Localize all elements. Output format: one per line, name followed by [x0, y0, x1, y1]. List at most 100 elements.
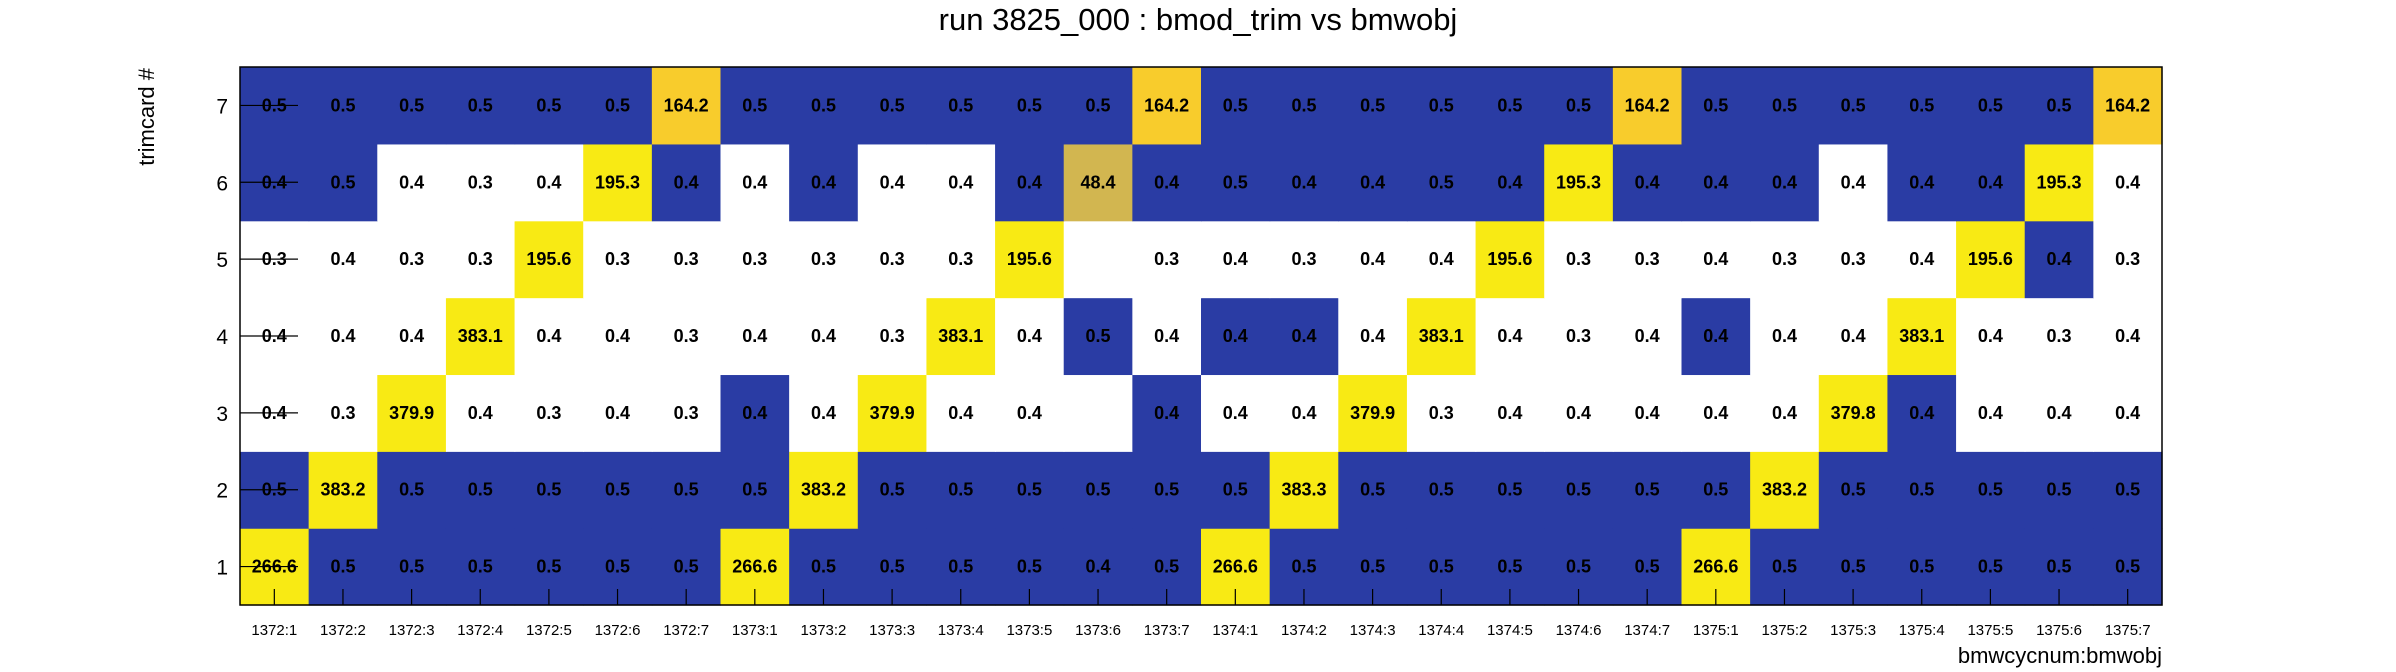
- cell-value-label: 0.4: [1291, 403, 1316, 423]
- heatmap-cell: [1475, 220, 1545, 299]
- cell-value-label: 379.9: [389, 403, 434, 423]
- cell-value-label: 0.5: [742, 480, 767, 500]
- cell-value-label: 0.4: [2115, 172, 2140, 192]
- cell-value-label: 0.5: [1017, 480, 1042, 500]
- heatmap-cell: [1750, 297, 1820, 376]
- cell-value-label: 0.3: [1429, 403, 1454, 423]
- x-tick-label: 1372:4: [457, 622, 503, 639]
- heatmap-cell: [514, 67, 584, 145]
- cell-value-label: 0.4: [1841, 326, 1866, 346]
- cell-value-label: 0.5: [1086, 480, 1111, 500]
- heatmap-cell: [583, 451, 653, 529]
- cell-value-label: 48.4: [1081, 172, 1116, 192]
- cell-value-label: 0.3: [2047, 326, 2072, 346]
- heatmap-cell: [1818, 374, 1889, 452]
- heatmap-cell: [789, 220, 859, 299]
- cell-value-label: 0.3: [605, 249, 630, 269]
- cell-value-label: 0.5: [1841, 95, 1866, 115]
- heatmap-cell: [583, 67, 653, 145]
- heatmap-cell: [583, 220, 653, 299]
- cell-value-label: 0.5: [674, 480, 699, 500]
- heatmap-cell: [1475, 67, 1545, 145]
- heatmap-cell: [1612, 297, 1683, 376]
- cell-value-label: 0.4: [1497, 172, 1522, 192]
- cell-value-label: 0.4: [1703, 403, 1728, 423]
- cell-value-label: 0.5: [880, 557, 905, 577]
- heatmap-cell: [2093, 67, 2163, 145]
- cell-value-label: 195.6: [1487, 249, 1532, 269]
- cell-value-label: 383.3: [1281, 480, 1326, 500]
- cell-value-label: 0.4: [2047, 249, 2072, 269]
- y-tick-label: 7: [216, 95, 228, 118]
- y-tick-label: 2: [216, 480, 228, 503]
- cell-value-label: 379.9: [870, 403, 915, 423]
- cell-value-label: 0.4: [1360, 249, 1385, 269]
- heatmap-cell: [1544, 374, 1614, 452]
- cell-value-label: 0.3: [468, 249, 493, 269]
- cell-value-label: 0.5: [605, 480, 630, 500]
- heatmap-cell: [1269, 67, 1339, 145]
- cell-value-label: 0.5: [1291, 557, 1316, 577]
- cell-value-label: 0.4: [1635, 326, 1660, 346]
- heatmap-cell: [1818, 220, 1889, 299]
- x-tick-label: 1373:1: [732, 622, 778, 639]
- cell-value-label: 0.5: [1635, 480, 1660, 500]
- cell-value-label: 0.5: [1497, 95, 1522, 115]
- heatmap-cell: [1269, 374, 1339, 452]
- heatmap-cell: [1818, 451, 1889, 529]
- heatmap-cell: [1132, 451, 1202, 529]
- cell-value-label: 0.5: [1841, 557, 1866, 577]
- x-tick-label: 1374:6: [1556, 622, 1602, 639]
- heatmap-cell: [445, 374, 516, 452]
- heatmap-cell: [2024, 143, 2094, 222]
- cell-value-label: 0.4: [1291, 326, 1316, 346]
- cell-value-label: 0.5: [880, 95, 905, 115]
- cell-value-label: 0.5: [468, 95, 493, 115]
- heatmap-cell: [1201, 451, 1271, 529]
- x-tick-label: 1375:2: [1762, 622, 1808, 639]
- cell-value-label: 0.4: [1772, 403, 1797, 423]
- cell-value-label: 0.5: [1978, 557, 2003, 577]
- heatmap-cell: [857, 220, 928, 299]
- cell-value-label: 0.3: [742, 249, 767, 269]
- heatmap-cell: [514, 220, 584, 299]
- heatmap-cell: [1544, 67, 1614, 145]
- heatmap-cell: [308, 67, 378, 145]
- cell-value-label: 0.5: [1909, 480, 1934, 500]
- cell-value-label: 0.4: [1978, 172, 2003, 192]
- heatmap-cell: [720, 374, 790, 452]
- cell-value-label: 0.5: [1429, 95, 1454, 115]
- heatmap-cell: [926, 297, 996, 376]
- heatmap-cell: [1063, 67, 1133, 145]
- heatmap-cell: [1681, 451, 1751, 529]
- heatmap-cell: [926, 374, 996, 452]
- cell-value-label: 0.5: [2047, 480, 2072, 500]
- heatmap-cell: [445, 143, 516, 222]
- heatmap-cell: [514, 143, 584, 222]
- cell-value-label: 0.5: [605, 95, 630, 115]
- cell-value-label: 379.9: [1350, 403, 1395, 423]
- cell-value-label: 0.4: [2115, 403, 2140, 423]
- cell-value-label: 0.3: [880, 249, 905, 269]
- x-tick-label: 1372:5: [526, 622, 572, 639]
- cell-value-label: 0.4: [1223, 326, 1248, 346]
- heatmap-cell: [1956, 297, 2026, 376]
- cell-value-label: 0.3: [880, 326, 905, 346]
- cell-value-label: 0.4: [2047, 403, 2072, 423]
- cell-value-label: 0.5: [2047, 557, 2072, 577]
- cell-value-label: 0.5: [1017, 557, 1042, 577]
- cell-value-label: 0.5: [1635, 557, 1660, 577]
- heatmap-cell: [1544, 220, 1614, 299]
- cell-value-label: 0.5: [1429, 557, 1454, 577]
- cell-value-label: 0.4: [536, 326, 561, 346]
- heatmap-cell: [1406, 67, 1477, 145]
- cell-value-label: 0.3: [1841, 249, 1866, 269]
- cell-value-label: 0.4: [1154, 326, 1179, 346]
- heatmap-cell: [1475, 451, 1545, 529]
- heatmap-cell: [720, 297, 790, 376]
- heatmap-cell: [2024, 220, 2094, 299]
- heatmap-cell: [1887, 143, 1957, 222]
- heatmap-cell: [995, 220, 1065, 299]
- heatmap-cell: [1269, 297, 1339, 376]
- cell-value-label: 0.5: [1703, 95, 1728, 115]
